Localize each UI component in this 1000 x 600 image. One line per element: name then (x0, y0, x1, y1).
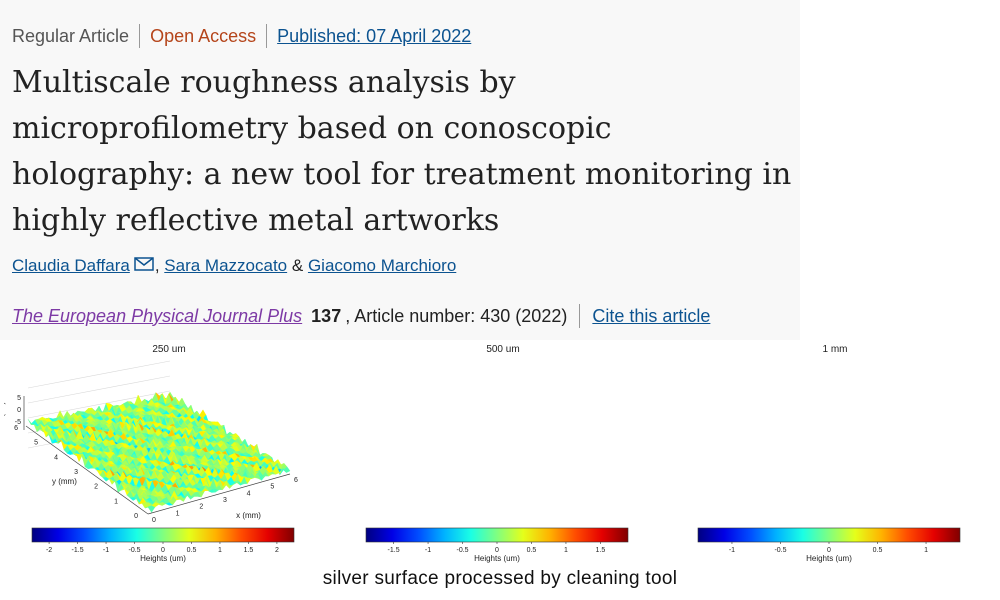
colorbar-tick-label: -2 (46, 547, 52, 554)
colorbar (365, 527, 629, 543)
colorbar (697, 527, 961, 543)
author-link-2[interactable]: Sara Mazzocato (164, 256, 288, 275)
plot-title: 250 um (152, 344, 185, 355)
cite-article-link[interactable]: Cite this article (592, 305, 711, 326)
colorbar-tick-label: -1 (425, 547, 431, 554)
divider (266, 24, 268, 48)
surface-plot-1mm: 1 mm012345x (mm)012345y (mm)50-5z (um)-1… (670, 338, 1000, 568)
colorbar-tick-label: 1 (564, 547, 568, 554)
y-tick-label: 3 (74, 469, 78, 476)
surface-mesh (27, 391, 291, 513)
y-tick-label: 0 (134, 513, 138, 520)
colorbar-tick-label: 0.5 (187, 547, 197, 554)
author-list: Claudia Daffara , Sara Mazzocato & Giaco… (12, 256, 456, 276)
z-tick-label: -5 (15, 419, 21, 426)
article-header: Regular Article Open Access Published: 0… (0, 0, 800, 340)
surface-plot-svg: 1 mm012345x (mm)012345y (mm)50-5z (um)-1… (697, 344, 961, 563)
divider (139, 24, 141, 48)
y-axis-label: y (mm) (52, 477, 77, 486)
divider (579, 304, 581, 328)
colorbar-tick-label: 0 (827, 547, 831, 554)
plot-title: 1 mm (823, 344, 848, 355)
colorbar-tick-label: 2 (275, 547, 279, 554)
colorbar-label: Heights (um) (140, 554, 186, 563)
journal-volume: 137 (311, 305, 342, 326)
colorbar-tick-label: 1.5 (244, 547, 254, 554)
colorbar-tick-label: 1.5 (596, 547, 606, 554)
colorbar-tick-label: 0 (161, 547, 165, 554)
y-tick-label: 5 (34, 440, 38, 447)
y-tick-label: 2 (94, 484, 98, 491)
y-tick-label: 6 (14, 425, 18, 432)
article-title: Multiscale roughness analysis by micropr… (12, 65, 792, 238)
colorbar-label: Heights (um) (806, 554, 852, 563)
journal-citation-row: The European Physical Journal Plus 137 ,… (12, 304, 710, 328)
colorbar-label: Heights (um) (474, 554, 520, 563)
x-tick-label: 2 (199, 504, 203, 511)
x-tick-label: 4 (247, 490, 251, 497)
envelope-icon[interactable] (134, 256, 154, 276)
x-tick-label: 6 (294, 477, 298, 484)
author-separator: , (154, 256, 160, 275)
figure-caption: silver surface processed by cleaning too… (322, 568, 678, 589)
open-access-label: Open Access (150, 26, 257, 46)
article-type-label: Regular Article (12, 26, 130, 46)
plot-title: 500 um (486, 344, 519, 355)
y-tick-label: 4 (54, 454, 58, 461)
author-conjunction: & (291, 256, 304, 275)
x-tick-label: 1 (176, 510, 180, 517)
colorbar-tick-label: -0.5 (456, 547, 468, 554)
axes (23, 396, 291, 515)
surface-plot-svg: 250 um 0 1 2 3 4 5 6 x (mm) 0 1 2 3 4 5 6 y (mm) 5 0 -5 z (u… (4, 344, 298, 563)
article-number: , Article number: 430 (2022) (345, 305, 568, 326)
author-link-1[interactable]: Claudia Daffara (12, 256, 130, 275)
z-axis-label: z (um) (4, 402, 6, 422)
colorbar-tick-label: 1 (924, 547, 928, 554)
z-tick-label: 0 (17, 407, 21, 414)
colorbar-tick-label: 0.5 (873, 547, 883, 554)
colorbar-tick-label: -0.5 (128, 547, 140, 554)
z-tick-label: 5 (17, 395, 21, 402)
colorbar-tick-label: -0.5 (774, 547, 786, 554)
roughness-figure: 250 um 0 1 2 3 4 5 6 x (mm) 0 1 2 3 4 5 6 y (mm) 5 0 -5 z (u… (0, 338, 1000, 600)
published-date-link[interactable]: Published: 07 April 2022 (277, 26, 472, 46)
surface-cell (283, 466, 291, 473)
y-tick-label: 1 (114, 498, 118, 505)
journal-link[interactable]: The European Physical Journal Plus (12, 305, 303, 326)
colorbar-tick-label: -1 (103, 547, 109, 554)
x-axis-label: x (mm) (236, 511, 261, 520)
colorbar (31, 527, 295, 543)
x-tick-label: 3 (223, 497, 227, 504)
x-tick-label: 0 (152, 517, 156, 524)
article-meta-row: Regular Article Open Access Published: 0… (12, 24, 471, 48)
colorbar-tick-label: -1.5 (388, 547, 400, 554)
colorbar-tick-label: -1.5 (72, 547, 84, 554)
colorbar-tick-label: 1 (218, 547, 222, 554)
x-tick-label: 5 (270, 484, 274, 491)
colorbar-tick-label: 0 (495, 547, 499, 554)
colorbar-tick-label: 0.5 (527, 547, 537, 554)
author-link-3[interactable]: Giacomo Marchioro (307, 256, 457, 275)
colorbar-tick-label: -1 (729, 547, 735, 554)
surface-plot-250um: 250 um 0 1 2 3 4 5 6 x (mm) 0 1 2 3 4 5 6 y (mm) 5 0 -5 z (u… (4, 338, 334, 568)
